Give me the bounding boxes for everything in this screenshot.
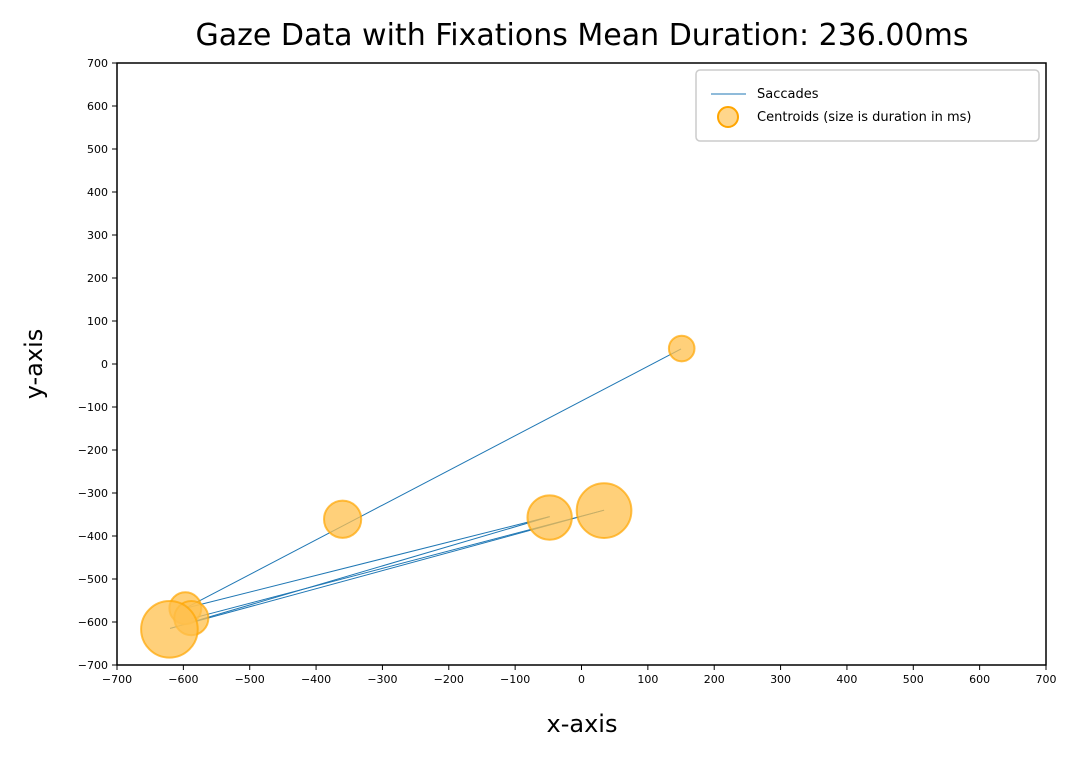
x-axis-ticks: −700 −600 −500 −400 −300 −200 −100 0 100 200 300 40… — [102, 665, 1057, 686]
y-tick-label: 0 — [101, 358, 108, 371]
x-tick-label: −300 — [367, 673, 397, 686]
x-tick-label: −600 — [168, 673, 198, 686]
y-tick-label: 100 — [87, 315, 108, 328]
legend: Saccades Centroids (size is duration in … — [695, 69, 1040, 142]
y-tick-label: −500 — [78, 573, 108, 586]
chart-title: Gaze Data with Fixations Mean Duration: … — [196, 18, 969, 53]
legend-box — [695, 69, 1040, 142]
y-tick-label: 700 — [87, 57, 108, 70]
y-tick-label: −300 — [78, 487, 108, 500]
x-axis-label: x-axis — [547, 710, 618, 738]
x-tick-label: 300 — [770, 673, 791, 686]
x-tick-label: 0 — [578, 673, 585, 686]
y-tick-label: −400 — [78, 530, 108, 543]
centroids-layer — [140, 334, 696, 659]
x-tick-label: −200 — [434, 673, 464, 686]
x-tick-label: 100 — [637, 673, 658, 686]
centroid-marker — [575, 482, 633, 539]
x-tick-label: 700 — [1036, 673, 1057, 686]
saccade-line — [169, 516, 550, 629]
y-axis-ticks: −700 −600 −500 −400 −300 −200 −100 0 100 200 300 40… — [78, 57, 117, 672]
centroid-marker — [323, 499, 363, 539]
y-tick-label: −200 — [78, 444, 108, 457]
y-tick-label: 200 — [87, 272, 108, 285]
saccade-line — [185, 516, 550, 609]
centroid-marker — [140, 599, 199, 659]
centroid-marker — [667, 334, 696, 363]
x-tick-label: −700 — [102, 673, 132, 686]
y-axis-label: y-axis — [20, 329, 48, 400]
y-tick-label: 600 — [87, 100, 108, 113]
y-tick-label: −700 — [78, 659, 108, 672]
plot-area — [117, 63, 1046, 665]
y-tick-label: −600 — [78, 616, 108, 629]
x-tick-label: 600 — [969, 673, 990, 686]
saccade-line — [185, 348, 682, 609]
legend-centroid-label: Centroids (size is duration in ms) — [757, 110, 971, 125]
x-tick-label: 200 — [704, 673, 725, 686]
y-tick-label: 400 — [87, 186, 108, 199]
legend-centroid-swatch — [717, 106, 739, 128]
x-tick-label: −100 — [500, 673, 530, 686]
x-tick-label: −400 — [301, 673, 331, 686]
x-tick-label: −500 — [235, 673, 265, 686]
legend-saccade-label: Saccades — [757, 87, 819, 102]
y-tick-label: 500 — [87, 143, 108, 156]
centroid-marker — [526, 494, 573, 541]
y-tick-label: 300 — [87, 229, 108, 242]
x-tick-label: 400 — [836, 673, 857, 686]
x-tick-label: 500 — [903, 673, 924, 686]
y-tick-label: −100 — [78, 401, 108, 414]
